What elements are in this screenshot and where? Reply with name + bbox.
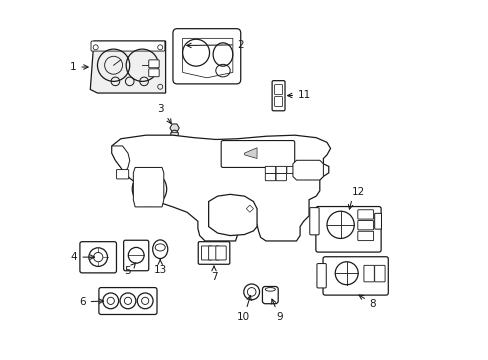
FancyBboxPatch shape [276, 166, 286, 174]
FancyBboxPatch shape [201, 246, 211, 260]
Text: 2: 2 [186, 40, 244, 50]
FancyBboxPatch shape [316, 264, 325, 288]
FancyBboxPatch shape [274, 96, 282, 107]
FancyBboxPatch shape [271, 81, 285, 111]
FancyBboxPatch shape [309, 208, 319, 235]
FancyBboxPatch shape [274, 85, 282, 95]
FancyBboxPatch shape [148, 60, 159, 68]
FancyBboxPatch shape [374, 213, 381, 229]
Text: 7: 7 [210, 266, 217, 282]
Polygon shape [169, 124, 179, 132]
FancyBboxPatch shape [276, 174, 286, 181]
Polygon shape [208, 194, 257, 235]
Polygon shape [90, 41, 165, 93]
FancyBboxPatch shape [363, 265, 373, 282]
FancyBboxPatch shape [221, 140, 294, 167]
Text: 12: 12 [351, 187, 364, 197]
FancyBboxPatch shape [357, 221, 373, 230]
Text: 3: 3 [157, 104, 163, 114]
FancyBboxPatch shape [215, 246, 226, 260]
Polygon shape [182, 39, 232, 78]
Polygon shape [112, 135, 330, 241]
FancyBboxPatch shape [265, 166, 275, 174]
FancyBboxPatch shape [99, 288, 157, 315]
FancyBboxPatch shape [123, 240, 148, 271]
FancyBboxPatch shape [262, 287, 278, 304]
FancyBboxPatch shape [198, 242, 229, 264]
FancyBboxPatch shape [374, 265, 384, 282]
FancyBboxPatch shape [357, 231, 373, 240]
Polygon shape [112, 146, 129, 173]
Text: 9: 9 [271, 299, 283, 322]
Ellipse shape [152, 240, 167, 258]
FancyBboxPatch shape [265, 174, 275, 181]
FancyBboxPatch shape [286, 166, 297, 174]
Polygon shape [133, 167, 163, 207]
Text: 8: 8 [358, 295, 375, 309]
Text: 6: 6 [79, 297, 103, 307]
FancyBboxPatch shape [173, 29, 240, 84]
Text: 1: 1 [70, 62, 88, 72]
Text: 4: 4 [71, 252, 94, 262]
FancyBboxPatch shape [91, 41, 164, 51]
Polygon shape [246, 205, 253, 212]
Polygon shape [292, 160, 323, 180]
FancyBboxPatch shape [208, 246, 219, 260]
Circle shape [171, 130, 178, 137]
FancyBboxPatch shape [323, 257, 387, 295]
Text: 11: 11 [287, 90, 311, 100]
Text: 5: 5 [124, 263, 136, 276]
Text: 10: 10 [237, 296, 251, 322]
FancyBboxPatch shape [148, 69, 159, 77]
FancyBboxPatch shape [357, 210, 373, 219]
Text: 13: 13 [153, 260, 166, 275]
FancyBboxPatch shape [171, 132, 178, 139]
FancyBboxPatch shape [116, 170, 128, 179]
Polygon shape [244, 148, 257, 158]
FancyBboxPatch shape [80, 242, 116, 273]
FancyBboxPatch shape [315, 207, 380, 252]
